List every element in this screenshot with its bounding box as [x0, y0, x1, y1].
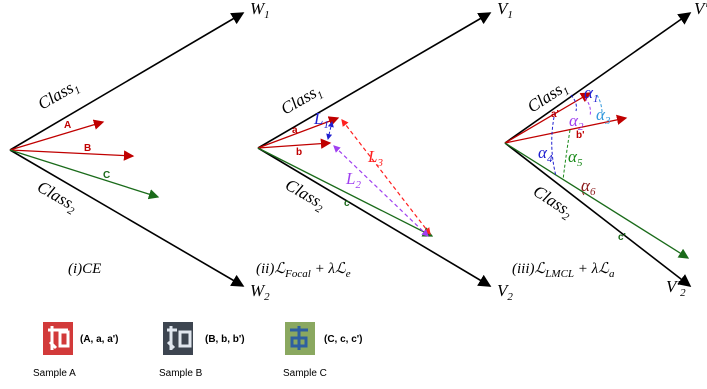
text-part: e [346, 268, 351, 280]
sample-label: Sample B [159, 368, 203, 379]
text-part: 6 [590, 186, 596, 198]
text-part: 2 [507, 291, 513, 303]
text-part: 2 [264, 291, 270, 303]
axis [10, 13, 243, 150]
text-part: 1 [264, 9, 270, 21]
angle-label: α6 [581, 176, 596, 198]
vector-label: c [344, 198, 350, 209]
vector-label: a [292, 125, 298, 136]
text-part: (ii)ℒ [256, 261, 286, 277]
axis [258, 148, 490, 286]
text-part: 2 [680, 287, 686, 299]
class-label: Class2 [281, 175, 330, 216]
text-part: L [367, 147, 377, 166]
angle-label: α5 [568, 147, 583, 169]
class-label: Class2 [33, 177, 82, 218]
class-label: Class2 [528, 181, 577, 223]
text-part: Focal [284, 268, 311, 280]
sample-tag: (C, c, c') [324, 334, 363, 345]
sample-label: Sample C [283, 368, 327, 379]
text-part: + λℒ [311, 261, 347, 277]
text-part: 3 [376, 157, 383, 169]
class-label: Class1 [35, 75, 83, 116]
distance-label: L2 [345, 169, 361, 191]
caption: (i)CE [68, 261, 101, 277]
angle-label: α3 [596, 105, 611, 127]
text-part: a [609, 268, 615, 280]
angle-label: α1 [584, 83, 598, 105]
panel-2: V1 V2 Class1 Class2 a b c L1 L2 L3 (ii)ℒ… [256, 0, 513, 303]
samples: (A, a, a') Sample A (B, b, b') Sample B … [33, 322, 363, 379]
caption: (ii)ℒFocal + λℒe [256, 261, 351, 280]
vector-label: c' [618, 232, 626, 243]
sample-tag: (B, b, b') [205, 334, 245, 345]
vector-label: a' [551, 109, 559, 120]
text-part: L [313, 109, 323, 128]
text-part: 5 [577, 157, 583, 169]
angle-label: α2 [569, 111, 584, 133]
text-part: (iii)ℒ [512, 261, 546, 277]
angle-arc [552, 112, 556, 176]
axis-label: W1 [250, 0, 270, 21]
distance-label: L1 [313, 109, 329, 131]
vector-label: A [64, 120, 71, 131]
figure: W1 W2 Class1 Class2 A B C (i)CE V1 V2 Cl… [0, 0, 707, 389]
text-part: L [345, 169, 355, 188]
axis-label: V2 [497, 281, 513, 303]
text-part: V′ [666, 277, 680, 296]
text-part: V′ [694, 0, 707, 18]
vector [505, 143, 688, 258]
vector [10, 150, 158, 197]
axis-label: W2 [250, 281, 270, 303]
axis-label: V1 [497, 0, 513, 21]
glyph [290, 326, 308, 350]
panel-1: W1 W2 Class1 Class2 A B C (i)CE [10, 0, 270, 303]
text-part: + λℒ [574, 261, 610, 277]
sample-tag: (A, a, a') [80, 334, 119, 345]
vector [10, 150, 133, 156]
text-part: 1 [323, 119, 329, 131]
text-part: LMCL [544, 268, 574, 280]
sample-label: Sample A [33, 368, 76, 379]
vector-label: b [296, 147, 302, 158]
caption: (iii)ℒLMCL + λℒa [512, 261, 615, 280]
text-part: 2 [355, 179, 361, 191]
text-part: 3 [604, 115, 611, 127]
vector-label: B [84, 143, 91, 154]
text-part: Class [35, 78, 78, 114]
text-part: 1 [507, 9, 513, 21]
text-part: 1 [593, 93, 599, 105]
angle-label: α4 [538, 143, 553, 165]
vector-label: C [103, 170, 110, 181]
text-part: 2 [578, 121, 584, 133]
distance-label: L3 [367, 147, 383, 169]
axis-label: V′1 [694, 0, 707, 21]
text-part: 4 [547, 153, 553, 165]
panel-3: V′1 V′2 Class1 Class2 a' b' c' α1 α2 α3 … [505, 0, 707, 299]
axis [10, 150, 243, 286]
